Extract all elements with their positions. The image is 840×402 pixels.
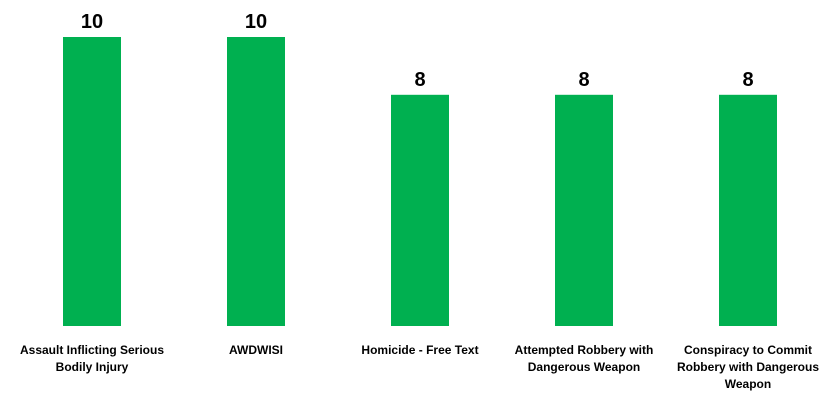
category-label-line: Robbery with Dangerous [677, 360, 819, 374]
category-label-line: Assault Inflicting Serious [20, 343, 164, 357]
bars-layer [63, 37, 777, 326]
category-labels-layer: Assault Inflicting Serious Bodily InjuryA… [20, 343, 819, 391]
category-label-line: Attempted Robbery with [515, 343, 654, 357]
category-label-line: Conspiracy to Commit [684, 343, 812, 357]
bar-3 [555, 94, 613, 326]
bar-2 [391, 94, 449, 326]
category-label-line: Homicide - Free Text [361, 343, 478, 357]
data-label-1: 10 [245, 11, 267, 33]
value-labels-layer: 10 10 8 8 8 [81, 11, 754, 91]
category-label-line: Bodily Injury [56, 360, 129, 374]
category-label-line: Weapon [725, 377, 771, 391]
data-label-3: 8 [578, 69, 589, 91]
category-label-line: Dangerous Weapon [528, 360, 640, 374]
data-label-4: 8 [742, 69, 753, 91]
bar-0 [63, 37, 121, 326]
category-label-0: Assault Inflicting Serious Bodily Injury [20, 343, 164, 374]
category-label-3: Attempted Robbery with Dangerous Weapon [515, 343, 654, 374]
category-label-1: AWDWISI [229, 343, 283, 357]
data-label-0: 10 [81, 11, 103, 33]
category-label-4: Conspiracy to Commit Robbery with Dangero… [677, 343, 819, 391]
bar-4 [719, 94, 777, 326]
bar-1 [227, 37, 285, 326]
category-label-2: Homicide - Free Text [361, 343, 478, 357]
category-label-line: AWDWISI [229, 343, 283, 357]
data-label-2: 8 [414, 69, 425, 91]
